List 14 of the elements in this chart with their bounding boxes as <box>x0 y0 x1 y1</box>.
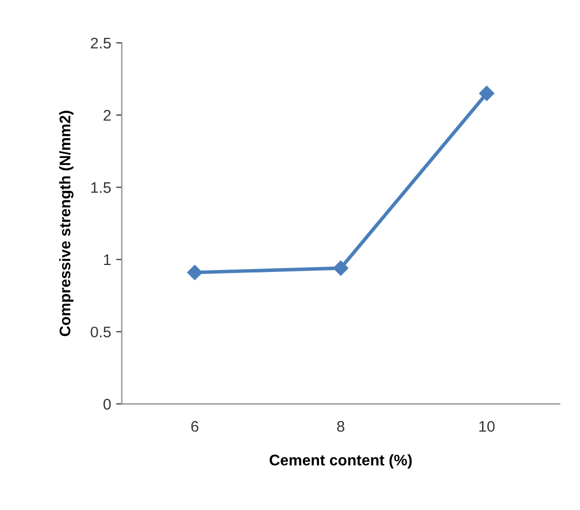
x-axis-title: Cement content (%) <box>270 454 412 469</box>
y-tick-label: 0.5 <box>90 326 111 338</box>
y-axis-title: Compressive strength (N/mm2) <box>59 110 74 336</box>
y-tick-label: 1 <box>104 254 111 266</box>
y-tick-label: 0 <box>103 398 111 410</box>
x-tick-label: 10 <box>479 420 495 432</box>
point <box>479 86 494 101</box>
point <box>187 264 202 280</box>
point <box>333 260 348 276</box>
y-tick-label: 2 <box>104 110 111 121</box>
y-tick-label: 1.5 <box>91 182 111 193</box>
y-tick-label: 2.5 <box>90 38 111 49</box>
x-tick-label: 6 <box>191 420 198 432</box>
x-tick-label: 8 <box>337 420 344 432</box>
